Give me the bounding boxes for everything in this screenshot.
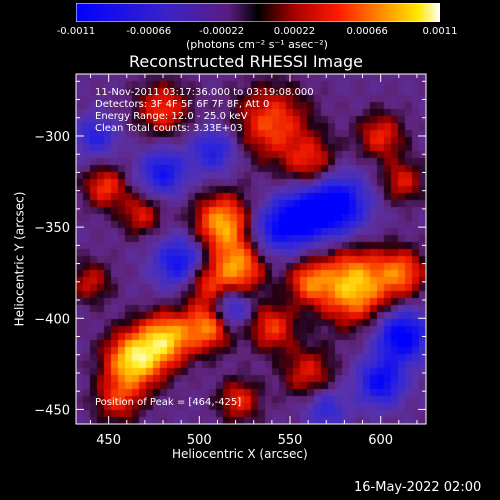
colorbar-tick-label: 0.00022 xyxy=(273,26,316,37)
x-tick-label: 500 xyxy=(187,433,212,448)
y-tick-label: −450 xyxy=(34,403,70,418)
colorbar-tick-label: -0.00022 xyxy=(199,26,245,37)
info-detectors: Detectors: 3F 4F 5F 6F 7F 8F, Att 0 xyxy=(95,99,270,110)
x-tick-label: 600 xyxy=(368,433,393,448)
info-date-range: 11-Nov-2011 03:17:36.000 to 03:19:08.000 xyxy=(95,87,314,98)
info-clean-total-counts: Clean Total counts: 3.33E+03 xyxy=(95,123,243,134)
x-axis-ticks: 450 500 550 600 xyxy=(90,74,418,448)
y-tick-label: −300 xyxy=(34,130,70,145)
x-axis-label: Heliocentric X (arcsec) xyxy=(172,447,308,461)
colorbar-tick-label: 0.00066 xyxy=(346,26,388,37)
info-energy-range: Energy Range: 12.0 - 25.0 keV xyxy=(95,111,248,122)
peak-position-label: Position of Peak = [464,-425] xyxy=(95,397,242,408)
y-axis-ticks: −300 −350 −400 −450 xyxy=(34,80,426,418)
colorbar-tick-label: 0.0011 xyxy=(422,26,458,37)
y-tick-label: −350 xyxy=(34,221,70,236)
colorbar-unit-label: (photons cm⁻² s⁻¹ asec⁻²) xyxy=(186,38,328,51)
chart-title: Reconstructed RHESSI Image xyxy=(129,52,363,71)
rhessi-image-panel xyxy=(76,74,426,424)
colorbar-tick-label: -0.0011 xyxy=(56,26,96,37)
footer-timestamp: 16-May-2022 02:00 xyxy=(354,480,482,495)
heatmap-image xyxy=(76,74,426,424)
y-axis-label: Heliocentric Y (arcsec) xyxy=(12,191,27,327)
y-tick-label: −400 xyxy=(34,312,70,327)
plot-frame xyxy=(75,73,427,425)
x-tick-label: 450 xyxy=(96,433,121,448)
x-tick-label: 550 xyxy=(278,433,303,448)
colorbar-tick-label: -0.00066 xyxy=(126,26,172,37)
